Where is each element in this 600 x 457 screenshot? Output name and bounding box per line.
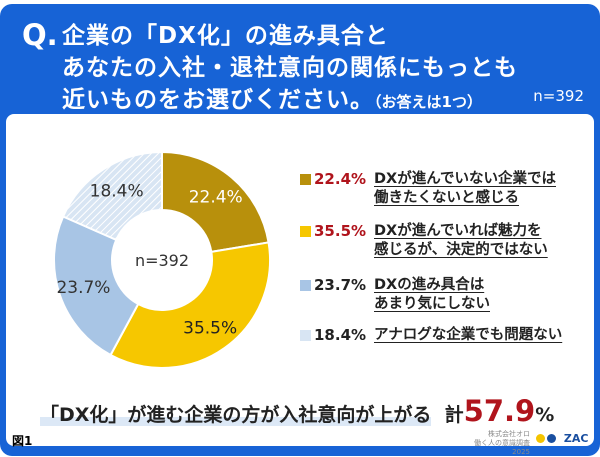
donut-slice-1 [109,241,271,369]
logo-dot-yellow [536,434,545,443]
legend-label: DXが進んでいれば魅力を 感じるが、決定的ではない [374,223,548,258]
legend-item: 18.4% アナログな企業でも問題ない [300,326,562,345]
legend-item: 22.4% DXが進んでいない企業では 働きたくないと感じる [300,170,556,208]
legend-percent: 22.4% [314,170,367,188]
legend-swatch [300,280,311,291]
slice-label-2: 23.7% [56,278,110,298]
total-prefix: 計 [444,404,464,426]
credit-company: 株式会社オロ [488,430,530,438]
answer-note: （お答えは1つ） [374,93,482,111]
logo-dot-blue [547,434,556,443]
legend-percent: 18.4% [314,326,367,344]
legend-item: 35.5% DXが進んでいれば魅力を 感じるが、決定的ではない [300,222,548,260]
question-mark: Q. [22,18,58,52]
legend-swatch [300,226,311,237]
credit-survey: 働く人の意識調査2025 [474,439,530,456]
slice-label-0: 22.4% [189,188,243,208]
figure-label: 図1 [12,434,33,448]
legend-percent: 35.5% [314,222,367,240]
conclusion-text: 「DX化」が進む企業の方が入社意向が上がる [40,404,432,426]
legend-swatch [300,330,311,341]
title-line-2: あなたの入社・退社意向の関係にもっとも [62,55,518,81]
legend-label: DXが進んでいない企業では 働きたくないと感じる [374,171,556,206]
donut-slice-3 [61,150,163,242]
legend-label: アナログな企業でも問題ない [374,327,563,343]
donut-slice-0 [161,150,270,254]
logo-text: ZAC [563,432,589,445]
title-line-1: 企業の「DX化」の進み具合と [62,23,389,49]
slice-label-1: 35.5% [183,319,237,339]
conclusion: 「DX化」が進む企業の方が入社意向が上がる 計57.9% [40,394,554,428]
legend-item: 23.7% DXの進み具合は あまり気にしない [300,276,490,314]
donut-slice-2 [53,215,140,357]
slice-label-3: 18.4% [90,181,144,201]
credit: 株式会社オロ 働く人の意識調査2025 [470,430,530,457]
total-unit: % [535,404,555,426]
center-label: n=392 [135,251,189,270]
legend-percent: 23.7% [314,276,367,294]
zac-logo: ZAC [536,432,588,445]
legend-label: DXの進み具合は あまり気にしない [374,277,490,312]
title-line-3: 近いものをお選びください。（お答えは1つ） [62,80,482,114]
title-line-3-text: 近いものをお選びください。 [62,87,374,113]
sample-size: n=392 [533,87,584,105]
legend-swatch [300,174,311,185]
total-value: 57.9 [463,394,536,428]
